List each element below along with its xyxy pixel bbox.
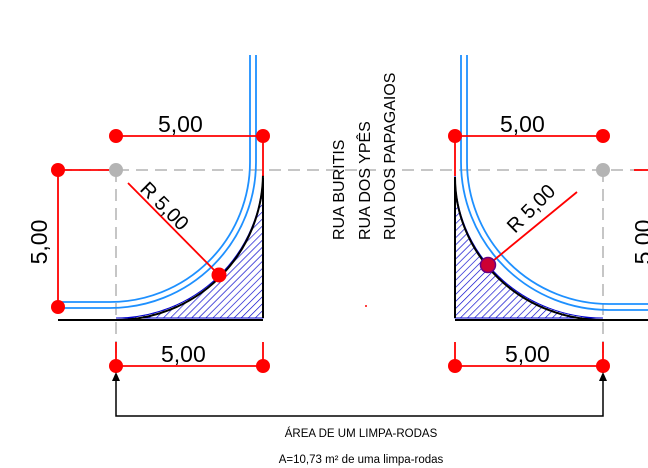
area-value: A=10,73 m² de uma limpa-rodas [279,454,444,466]
dimension-right-vertical: 5,00 [630,220,648,265]
curb-lines-left [58,55,257,309]
arrow-right [599,372,607,381]
street-name-1: RUA BURITIS [331,140,348,240]
area-bracket [115,378,604,417]
dimension-bottom-right: 5,00 [505,341,550,367]
radius-leader-right [487,191,578,266]
dimension-lines [57,135,648,367]
street-name-2: RUA DOS YPÊS [355,121,374,240]
radius-leader-left [127,182,220,276]
arrow-left [112,372,120,381]
street-name-3: RUA DOS PAPAGAIOS [382,73,399,240]
dimension-points [51,129,610,373]
area-title: ÁREA DE UM LIMPA-RODAS [285,427,438,440]
dimension-radius-left: R 5,00 [135,178,192,235]
curb-lines-right [460,55,648,311]
hatch-left [115,174,264,319]
dimension-left-vertical: 5,00 [26,220,52,265]
dimension-top-left: 5,00 [158,111,203,137]
center-point-right [596,163,610,177]
dimension-bottom-left: 5,00 [161,341,206,367]
center-point-left [109,163,123,177]
reference-lines [60,169,648,362]
radius-point-right [479,256,497,274]
dimension-top-right: 5,00 [500,111,545,137]
